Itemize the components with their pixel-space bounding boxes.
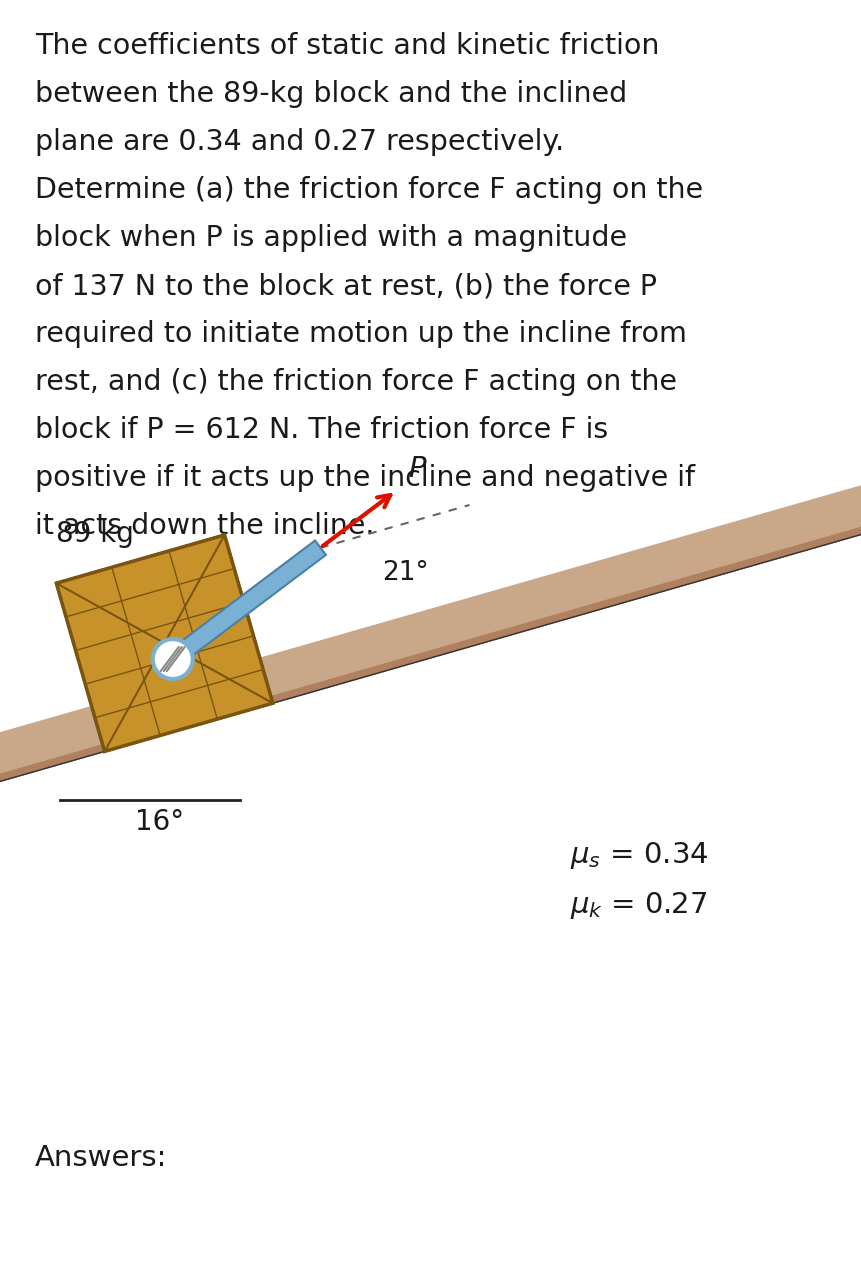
Text: P: P <box>408 454 425 483</box>
Polygon shape <box>56 535 272 751</box>
Text: block when P is applied with a magnitude: block when P is applied with a magnitude <box>35 224 627 252</box>
Polygon shape <box>167 540 325 666</box>
Text: 89 kg: 89 kg <box>56 520 133 548</box>
Text: $\mu_s$ = 0.34: $\mu_s$ = 0.34 <box>569 840 708 870</box>
Text: The coefficients of static and kinetic friction: The coefficients of static and kinetic f… <box>35 32 659 60</box>
Polygon shape <box>0 481 861 790</box>
Text: it acts down the incline.: it acts down the incline. <box>35 512 374 540</box>
Text: of 137 N to the block at rest, (b) the force P: of 137 N to the block at rest, (b) the f… <box>35 271 656 300</box>
Text: Determine (a) the friction force F acting on the: Determine (a) the friction force F actin… <box>35 175 703 204</box>
Polygon shape <box>0 526 861 790</box>
Text: positive if it acts up the incline and negative if: positive if it acts up the incline and n… <box>35 463 694 492</box>
Text: required to initiate motion up the incline from: required to initiate motion up the incli… <box>35 320 686 348</box>
Text: 21°: 21° <box>382 559 429 586</box>
Text: Answers:: Answers: <box>35 1144 167 1172</box>
Text: 16°: 16° <box>135 808 184 836</box>
Text: plane are 0.34 and 0.27 respectively.: plane are 0.34 and 0.27 respectively. <box>35 128 564 156</box>
Text: block if P = 612 N. The friction force F is: block if P = 612 N. The friction force F… <box>35 416 608 444</box>
Text: $\mu_k$ = 0.27: $\mu_k$ = 0.27 <box>569 890 706 922</box>
Text: between the 89-kg block and the inclined: between the 89-kg block and the inclined <box>35 79 627 108</box>
Text: rest, and (c) the friction force F acting on the: rest, and (c) the friction force F actin… <box>35 369 676 396</box>
Circle shape <box>152 639 193 678</box>
